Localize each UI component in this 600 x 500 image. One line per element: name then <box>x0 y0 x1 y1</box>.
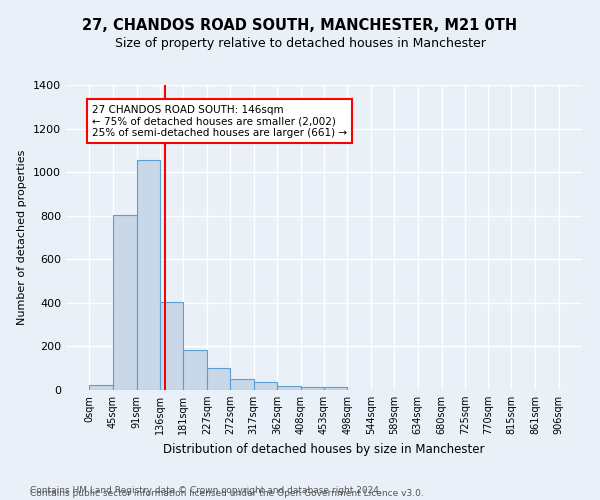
Y-axis label: Number of detached properties: Number of detached properties <box>17 150 28 325</box>
Bar <box>230 378 254 390</box>
Bar <box>301 388 324 390</box>
Text: 27 CHANDOS ROAD SOUTH: 146sqm
← 75% of detached houses are smaller (2,002)
25% o: 27 CHANDOS ROAD SOUTH: 146sqm ← 75% of d… <box>92 104 347 138</box>
Text: 27, CHANDOS ROAD SOUTH, MANCHESTER, M21 0TH: 27, CHANDOS ROAD SOUTH, MANCHESTER, M21 … <box>82 18 518 32</box>
Bar <box>277 386 301 390</box>
X-axis label: Distribution of detached houses by size in Manchester: Distribution of detached houses by size … <box>163 442 485 456</box>
Text: Contains HM Land Registry data © Crown copyright and database right 2024.: Contains HM Land Registry data © Crown c… <box>30 486 382 495</box>
Bar <box>254 382 277 390</box>
Bar <box>207 368 230 390</box>
Bar <box>324 388 347 390</box>
Bar <box>89 384 113 390</box>
Bar <box>113 214 137 390</box>
Text: Contains public sector information licensed under the Open Government Licence v3: Contains public sector information licen… <box>30 488 424 498</box>
Text: Size of property relative to detached houses in Manchester: Size of property relative to detached ho… <box>115 38 485 51</box>
Bar <box>160 302 183 390</box>
Bar <box>183 350 207 390</box>
Bar <box>137 160 160 390</box>
